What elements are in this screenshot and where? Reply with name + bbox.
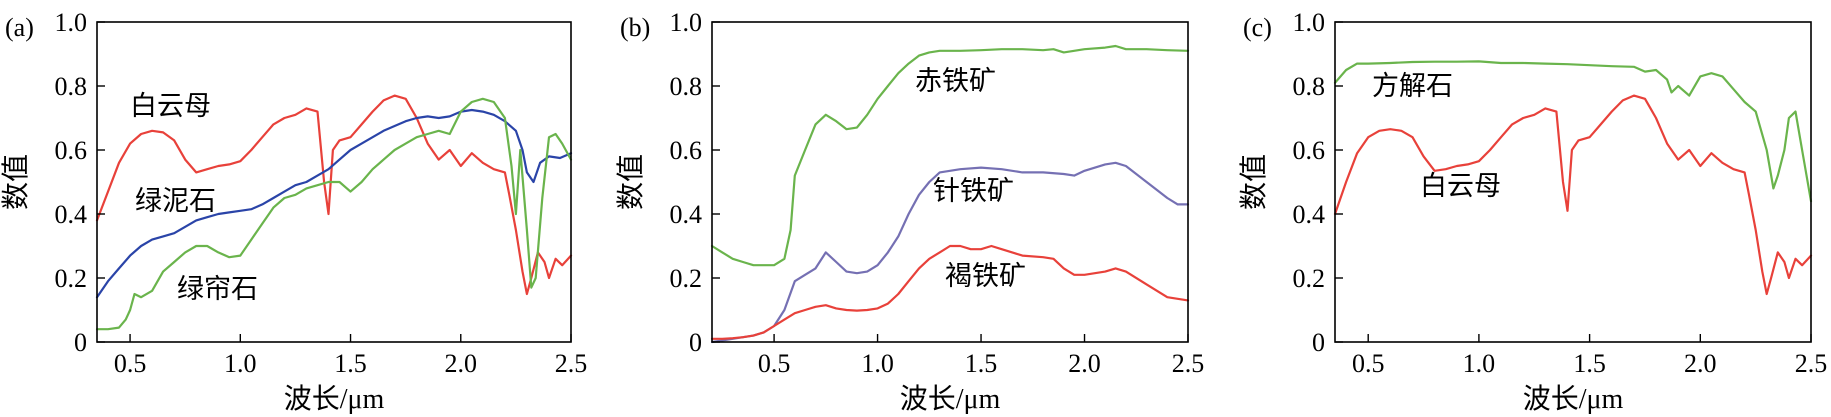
- series-annotation: 方解石: [1372, 71, 1453, 102]
- y-tick-label: 0.6: [670, 136, 703, 165]
- series-line-1-2: [710, 244, 1190, 340]
- y-tick-label: 1.0: [1293, 8, 1326, 37]
- series-line-1-0: [710, 44, 1190, 267]
- series-annotation: 白云母: [130, 91, 211, 122]
- series-line-0-2: [95, 97, 573, 331]
- y-tick-label: 0.4: [1293, 200, 1326, 229]
- x-axis-label: 波长/μm: [1523, 383, 1624, 415]
- x-tick-label: 0.5: [758, 349, 791, 378]
- series-annotation: 白云母: [1420, 171, 1501, 202]
- y-tick-label: 0: [74, 328, 87, 357]
- y-axis-label: 数值: [1238, 154, 1270, 210]
- chart-panel-0: 0.5 1.0 1.5 2.0 2.5 0 0.2 0.4 0.6 0.8 1.0 (a) 波长/μm 数…: [0, 8, 587, 415]
- series-line-0-1: [95, 108, 573, 299]
- y-tick-label: 0.2: [670, 264, 703, 293]
- chart-panel-1: 0.5 1.0 1.5 2.0 2.5 0 0.2 0.4 0.6 0.8 1.0 (b) 波长/μm 数…: [615, 8, 1204, 415]
- y-tick-label: 0.6: [1293, 136, 1326, 165]
- x-tick-label: 2.0: [1068, 349, 1101, 378]
- y-tick-label: 0.6: [55, 136, 88, 165]
- x-axis-label: 波长/μm: [284, 383, 385, 415]
- series-line-0-0: [95, 94, 573, 296]
- x-tick-label: 1.0: [1463, 349, 1496, 378]
- y-tick-label: 0.8: [1293, 72, 1326, 101]
- x-tick-label: 0.5: [1352, 349, 1385, 378]
- panel-label: (c): [1243, 13, 1272, 42]
- x-tick-label: 2.5: [1795, 349, 1828, 378]
- series-line-2-0: [1333, 60, 1813, 203]
- x-tick-label: 1.5: [965, 349, 998, 378]
- series-annotation: 赤铁矿: [915, 66, 996, 97]
- series-line-2-1: [1333, 94, 1813, 296]
- y-tick-label: 0: [689, 328, 702, 357]
- series-annotation: 绿泥石: [135, 186, 216, 217]
- series-annotation: 绿帘石: [177, 274, 258, 305]
- panel-label: (b): [620, 13, 650, 42]
- x-tick-label: 0.5: [114, 349, 147, 378]
- series-annotation: 褐铁矿: [945, 261, 1026, 292]
- x-tick-label: 1.5: [1573, 349, 1606, 378]
- y-tick-label: 0.2: [55, 264, 88, 293]
- x-tick-label: 2.0: [1684, 349, 1717, 378]
- y-tick-label: 1.0: [55, 8, 88, 37]
- y-tick-label: 0.4: [55, 200, 88, 229]
- x-axis-label: 波长/μm: [900, 383, 1001, 415]
- plot-frame: [711, 21, 1189, 343]
- y-tick-label: 1.0: [670, 8, 703, 37]
- x-tick-label: 2.5: [555, 349, 588, 378]
- panel-label: (a): [5, 13, 34, 42]
- x-tick-label: 1.0: [224, 349, 257, 378]
- series-annotation: 针铁矿: [933, 176, 1014, 207]
- x-tick-label: 2.5: [1172, 349, 1205, 378]
- y-tick-label: 0: [1312, 328, 1325, 357]
- y-tick-label: 0.2: [1293, 264, 1326, 293]
- y-axis-label: 数值: [0, 154, 32, 210]
- x-tick-label: 1.5: [334, 349, 367, 378]
- x-tick-label: 1.0: [861, 349, 894, 378]
- chart-panel-2: 0.5 1.0 1.5 2.0 2.5 0 0.2 0.4 0.6 0.8 1.0 (c) 波长/μm 数…: [1238, 8, 1827, 415]
- x-tick-label: 2.0: [445, 349, 478, 378]
- plot-frame: [96, 21, 572, 343]
- y-axis-label: 数值: [615, 154, 647, 210]
- series-line-1-1: [710, 161, 1190, 344]
- y-tick-label: 0.8: [670, 72, 703, 101]
- y-tick-label: 0.8: [55, 72, 88, 101]
- y-tick-label: 0.4: [670, 200, 703, 229]
- plot-frame: [1334, 21, 1812, 343]
